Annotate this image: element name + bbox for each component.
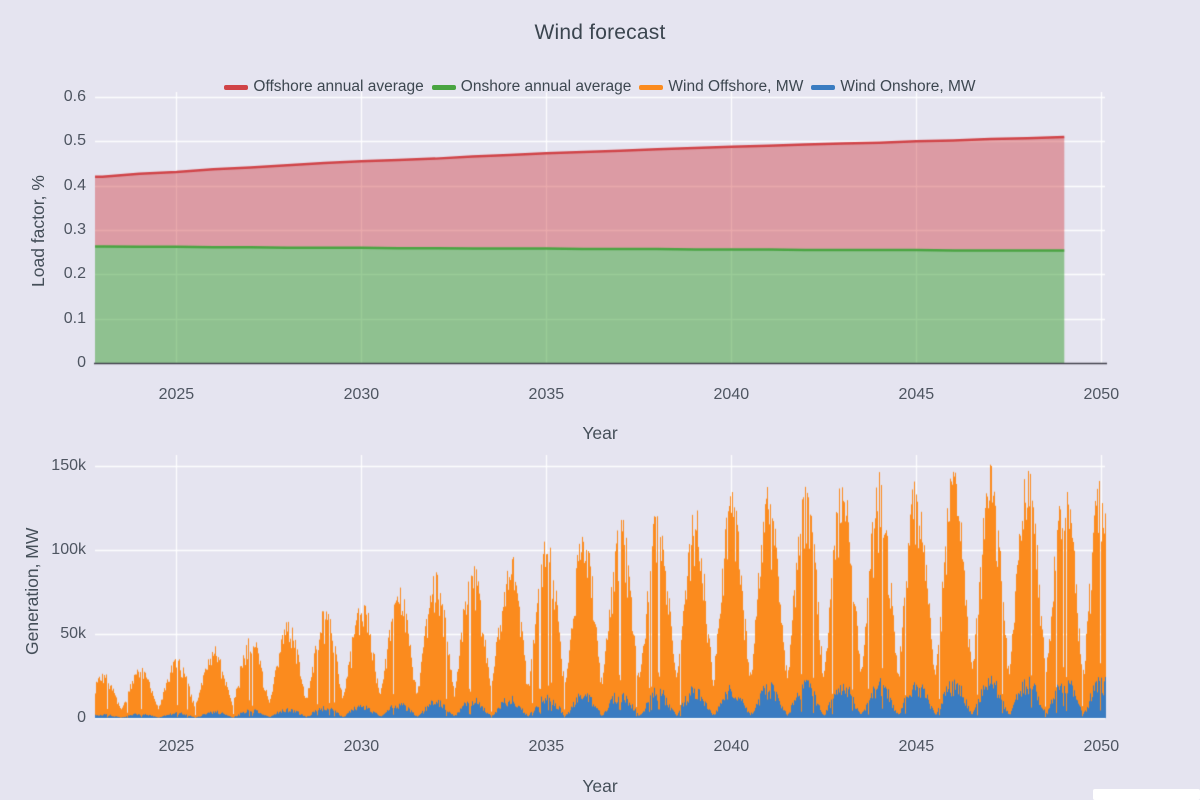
bottom-xaxis-title: Year	[582, 776, 618, 796]
legend-item-wind-offshore[interactable]: Wind Offshore, MW	[639, 78, 803, 96]
top-xaxis-title: Year	[582, 423, 618, 443]
tick-label: 2040	[713, 738, 750, 755]
tick-label: 2025	[158, 738, 195, 755]
tick-label: 0	[77, 354, 86, 371]
legend-item-wind-onshore[interactable]: Wind Onshore, MW	[811, 78, 976, 96]
tick-label: 0.1	[63, 309, 86, 327]
tick-label: 2030	[343, 738, 380, 755]
tick-label: 2035	[528, 738, 565, 755]
tick-label: 0	[77, 709, 86, 726]
tick-label: 0.3	[63, 221, 86, 238]
tick-label: 0.6	[63, 88, 86, 105]
scrollbar-corner	[1093, 789, 1200, 800]
legend-label-offshore-annual-average: Offshore annual average	[253, 78, 424, 95]
tick-label: 50k	[60, 625, 86, 642]
legend-label-wind-offshore: Wind Offshore, MW	[668, 78, 804, 95]
legend-item-offshore-annual-average[interactable]: Offshore annual average	[224, 78, 424, 96]
legend-swatch-wind-onshore	[811, 84, 836, 90]
tick-label: 100k	[51, 541, 86, 558]
tick-label: 0.2	[63, 265, 86, 283]
tick-label: 2035	[528, 386, 565, 403]
tick-label: 150k	[51, 457, 86, 474]
legend-swatch-onshore-annual-average	[431, 84, 456, 90]
tick-label: 2045	[898, 738, 935, 755]
tick-label: 2040	[713, 386, 750, 403]
legend-label-onshore-annual-average: Onshore annual average	[460, 78, 632, 95]
legend-swatch-wind-offshore	[639, 84, 664, 90]
tick-label: 2025	[158, 386, 195, 403]
tick-label: 0.4	[63, 176, 86, 194]
tick-label: 2030	[343, 386, 380, 403]
tick-label: 2050	[1083, 386, 1120, 403]
legend-item-onshore-annual-average[interactable]: Onshore annual average	[431, 78, 632, 96]
tick-label: 2050	[1083, 738, 1120, 755]
legend: Offshore annual average Onshore annual a…	[0, 78, 1200, 96]
tick-label: 0.5	[63, 132, 86, 150]
chart-title: Wind forecast	[534, 21, 666, 44]
legend-swatch-offshore-annual-average	[224, 84, 249, 90]
legend-label-wind-onshore: Wind Onshore, MW	[840, 78, 976, 95]
tick-label: 2045	[898, 386, 935, 403]
